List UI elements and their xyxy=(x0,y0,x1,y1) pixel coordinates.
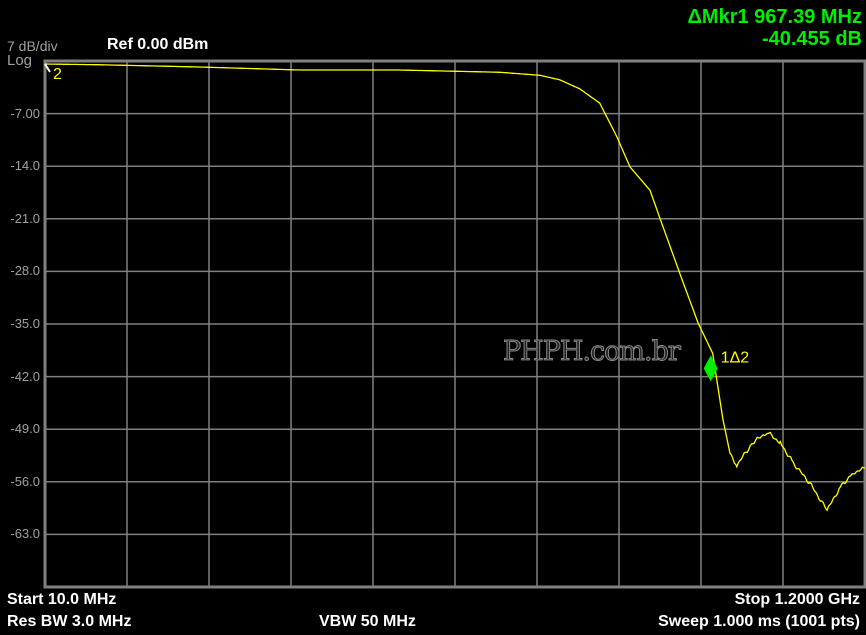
y-tick-label: -42.0 xyxy=(10,368,40,384)
y-tick-label: -7.00 xyxy=(10,105,40,121)
start-frequency: Start 10.0 MHz xyxy=(7,591,117,608)
scale-type-label: Log xyxy=(7,52,33,69)
y-tick-label: -63.0 xyxy=(10,526,40,542)
sweep: Sweep 1.000 ms (1001 pts) xyxy=(658,613,860,630)
scale-label: 7 dB/div xyxy=(7,38,58,54)
y-tick-label: -28.0 xyxy=(10,263,40,279)
y-tick-label: -49.0 xyxy=(10,421,40,437)
watermark: PHPH.com.br xyxy=(503,336,682,368)
plot-border xyxy=(43,59,866,589)
y-tick-label: -56.0 xyxy=(10,473,40,489)
y-tick-label: -35.0 xyxy=(10,316,40,331)
reference-marker-icon xyxy=(44,63,51,73)
vbw: VBW 50 MHz xyxy=(319,613,416,630)
reference-marker-label: 2 xyxy=(53,66,62,83)
trace-line xyxy=(45,63,866,512)
marker-frequency: ΔMkr1 967.39 MHz xyxy=(687,6,862,28)
delta-marker-icon xyxy=(703,355,718,382)
y-tick-label: -21.0 xyxy=(10,210,40,226)
ref-level: Ref 0.00 dBm xyxy=(107,36,209,53)
stop-frequency: Stop 1.2000 GHz xyxy=(734,591,860,608)
marker-value: -40.455 dB xyxy=(761,28,862,50)
res-bw: Res BW 3.0 MHz xyxy=(7,613,132,630)
delta-marker-label: 1Δ2 xyxy=(721,349,750,366)
y-tick-label: -14.0 xyxy=(10,158,40,174)
